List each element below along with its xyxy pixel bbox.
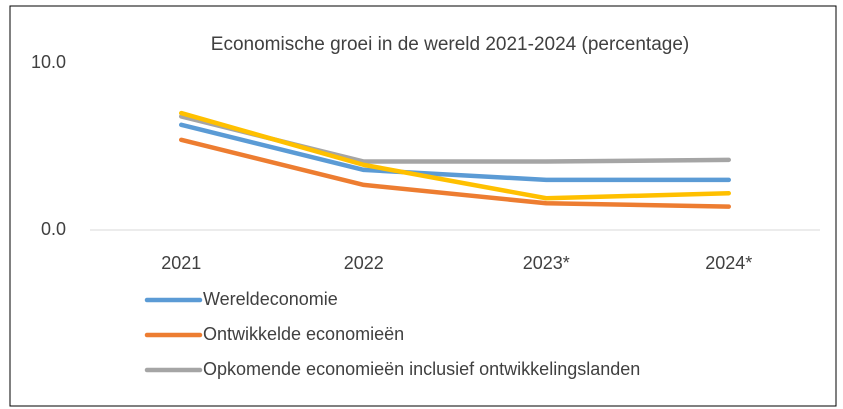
chart-border bbox=[9, 5, 837, 407]
series-line bbox=[179, 122, 731, 183]
legend-label: Ontwikkelde economieën bbox=[203, 324, 404, 344]
series-line bbox=[179, 137, 731, 209]
x-tick-label: 2022 bbox=[344, 253, 384, 273]
y-tick-label: 10.0 bbox=[31, 52, 66, 72]
legend-label: Wereldeconomie bbox=[203, 289, 338, 309]
series-line bbox=[179, 110, 731, 201]
x-tick-label: 2021 bbox=[161, 253, 201, 273]
series-line bbox=[179, 114, 731, 164]
y-tick-label: 0.0 bbox=[41, 219, 66, 239]
x-tick-label: 2024* bbox=[705, 253, 752, 273]
legend-label: Opkomende economieën inclusief ontwikkel… bbox=[203, 359, 640, 379]
chart-title: Economische groei in de wereld 2021-2024… bbox=[211, 34, 689, 55]
x-tick-label: 2023* bbox=[523, 253, 570, 273]
